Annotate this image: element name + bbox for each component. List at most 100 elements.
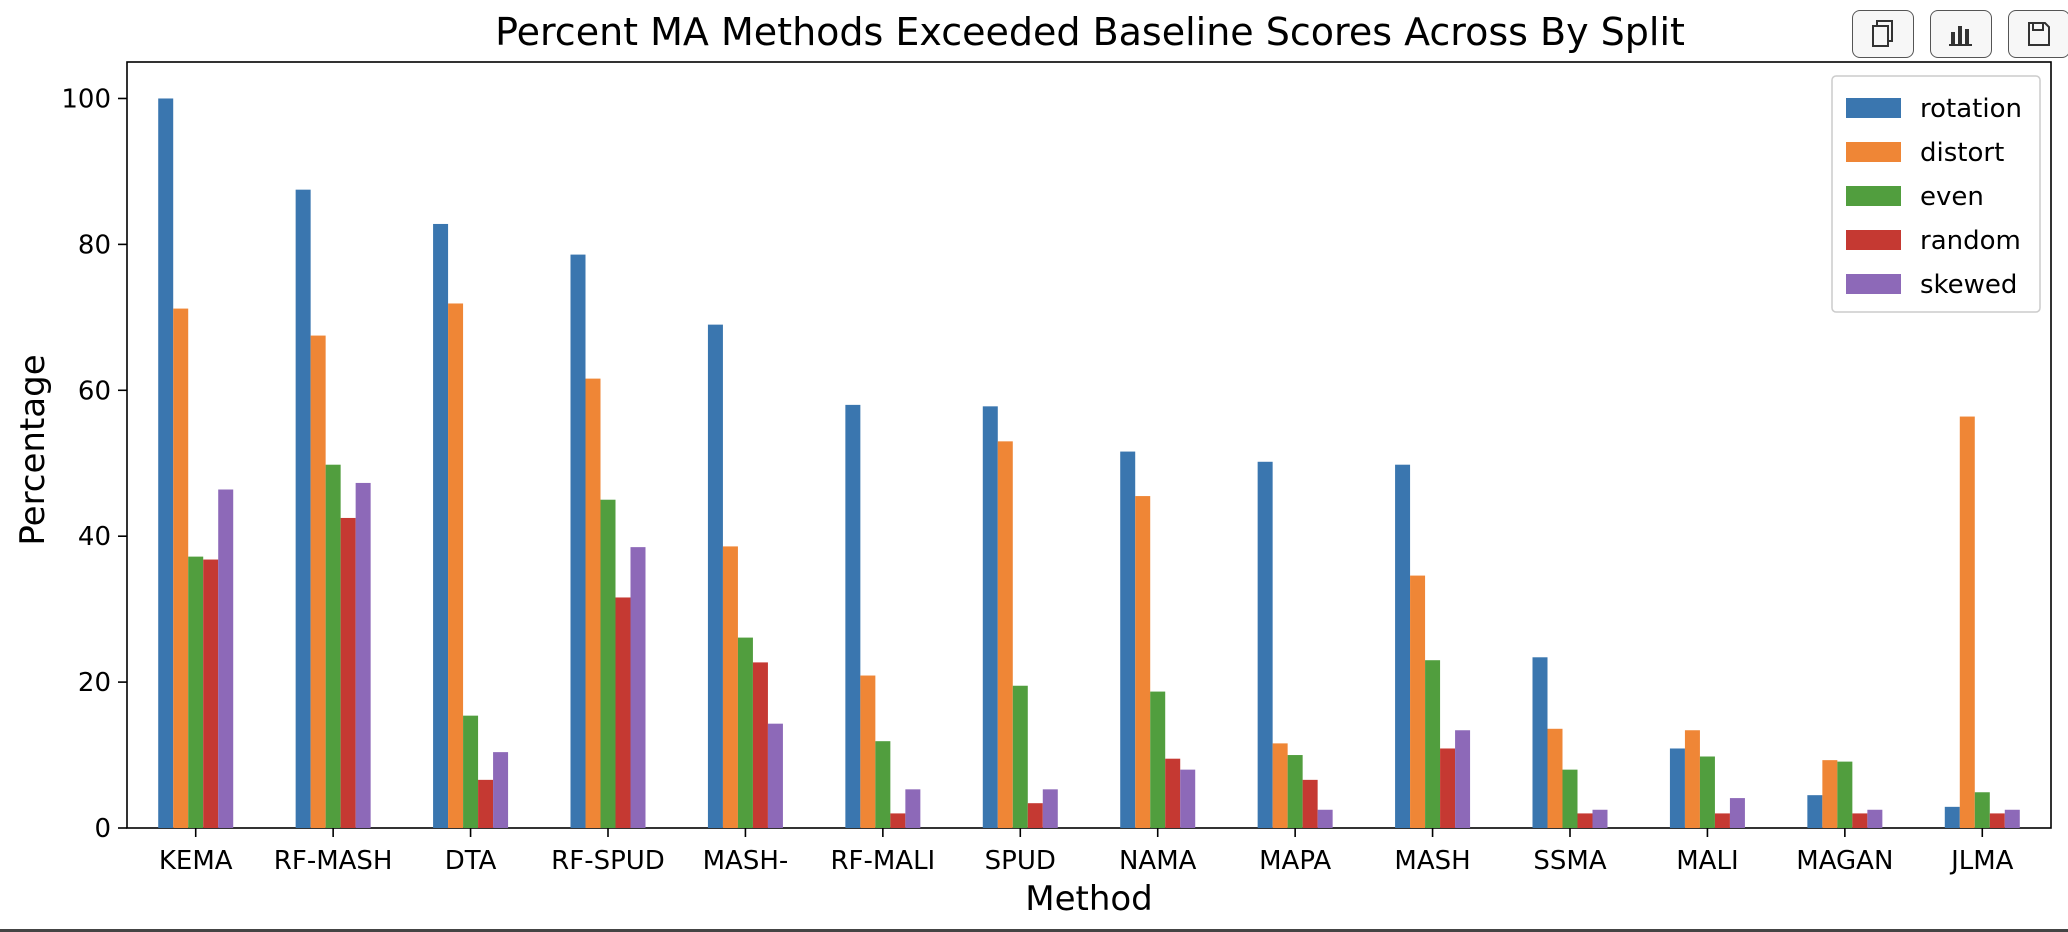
bar-random-JLMA <box>1989 813 2005 828</box>
bar-even-MALI <box>1699 756 1715 828</box>
bar-distort-SSMA <box>1547 728 1563 828</box>
bar-rotation-MASH- <box>707 324 723 828</box>
bar-random-RF-SPUD <box>615 597 631 828</box>
bar-even-MASH- <box>737 637 753 828</box>
y-axis-label: Percentage <box>13 354 53 545</box>
y-tick-label: 60 <box>78 376 111 406</box>
legend-label-random: random <box>1920 226 2021 256</box>
bar-distort-MAPA <box>1272 743 1288 828</box>
bar-distort-MASH <box>1410 575 1426 828</box>
x-axis-label: Method <box>1025 879 1153 919</box>
bar-random-KEMA <box>203 559 219 828</box>
bar-distort-RF-MALI <box>860 675 876 828</box>
x-tick-label: KEMA <box>159 846 233 876</box>
legend: rotation distort even random skewed <box>1831 75 2041 313</box>
bar-rotation-NAMA <box>1120 451 1136 828</box>
bar-chart-icon <box>1949 26 1972 46</box>
x-tick-label: RF-MALI <box>830 846 935 876</box>
bar-rotation-KEMA <box>158 98 174 828</box>
bar-even-RF-MASH <box>325 464 341 828</box>
copy-button[interactable] <box>1852 10 1914 58</box>
save-icon <box>2028 22 2050 46</box>
bar-skewed-JLMA <box>2004 809 2020 828</box>
y-tick-label: 40 <box>78 522 111 552</box>
y-tick-label: 20 <box>78 668 111 698</box>
bar-random-MAPA <box>1302 779 1318 828</box>
save-button[interactable] <box>2008 10 2068 58</box>
x-tick-label: RF-MASH <box>274 846 393 876</box>
x-tick-label: MAPA <box>1259 846 1331 876</box>
bar-skewed-NAMA <box>1180 769 1196 828</box>
bar-skewed-DTA <box>493 752 509 828</box>
y-tick-label: 0 <box>94 814 111 844</box>
bar-even-RF-SPUD <box>600 499 616 828</box>
plot-frame <box>126 61 2052 829</box>
bar-rotation-MAPA <box>1257 461 1273 828</box>
bar-distort-SPUD <box>997 441 1013 828</box>
bar-rotation-RF-MALI <box>845 404 861 828</box>
chart-button[interactable] <box>1930 10 1992 58</box>
bars-layer <box>158 98 2020 828</box>
bar-skewed-MALI <box>1729 798 1745 828</box>
copy-icon <box>1872 20 1893 47</box>
bar-distort-DTA <box>448 303 464 828</box>
x-tick-label: MAGAN <box>1796 846 1893 876</box>
bar-random-SPUD <box>1027 803 1043 828</box>
bar-even-NAMA <box>1150 691 1166 828</box>
bar-distort-MASH- <box>722 546 738 828</box>
bar-skewed-KEMA <box>218 489 234 828</box>
bar-distort-MALI <box>1684 730 1700 828</box>
bar-skewed-SSMA <box>1592 809 1608 828</box>
bar-random-MALI <box>1714 813 1730 828</box>
bar-even-MASH <box>1425 660 1441 828</box>
bar-random-MASH <box>1440 748 1456 828</box>
bar-skewed-MAPA <box>1317 809 1333 828</box>
bar-even-MAGAN <box>1837 761 1853 828</box>
bar-distort-KEMA <box>173 308 189 828</box>
bar-skewed-MASH- <box>767 723 783 828</box>
x-axis: KEMA RF-MASH DTA RF-SPUD MASH- RF-MALI SPUD NAM… <box>159 828 2014 876</box>
bar-random-RF-MALI <box>890 813 906 828</box>
bar-distort-RF-SPUD <box>585 378 601 828</box>
y-tick-label: 80 <box>78 230 111 260</box>
x-tick-label: MASH <box>1394 846 1470 876</box>
bar-skewed-RF-SPUD <box>630 547 646 828</box>
bar-even-RF-MALI <box>875 741 891 828</box>
x-tick-label: NAMA <box>1119 846 1197 876</box>
bar-rotation-SPUD <box>982 406 998 828</box>
legend-label-even: even <box>1920 182 1984 212</box>
y-tick-label: 100 <box>61 84 111 114</box>
x-tick-label: MASH- <box>703 846 789 876</box>
bar-rotation-MALI <box>1669 748 1685 828</box>
x-tick-label: RF-SPUD <box>551 846 665 876</box>
bar-distort-RF-MASH <box>310 335 326 828</box>
bar-skewed-SPUD <box>1042 789 1058 828</box>
y-axis: 0 20 40 60 80 100 <box>61 84 127 844</box>
bar-random-DTA <box>478 779 494 828</box>
legend-swatch-rotation <box>1846 98 1901 118</box>
bar-distort-MAGAN <box>1822 760 1838 828</box>
legend-box <box>1831 75 2041 313</box>
bar-skewed-RF-MASH <box>355 482 371 828</box>
chart-title: Percent MA Methods Exceeded Baseline Sco… <box>495 10 1685 54</box>
bar-even-DTA <box>463 715 479 828</box>
bar-random-RF-MASH <box>340 517 356 828</box>
bar-rotation-SSMA <box>1532 657 1548 828</box>
bar-skewed-MASH <box>1455 730 1471 828</box>
x-tick-label: SPUD <box>985 846 1056 876</box>
bar-even-MAPA <box>1287 755 1303 828</box>
bar-distort-JLMA <box>1959 416 1975 828</box>
legend-label-rotation: rotation <box>1920 94 2022 124</box>
bar-distort-NAMA <box>1135 496 1151 828</box>
legend-label-distort: distort <box>1920 138 2004 168</box>
bar-rotation-RF-SPUD <box>570 254 586 828</box>
bar-random-NAMA <box>1165 758 1181 828</box>
bar-rotation-RF-MASH <box>295 189 311 828</box>
bar-even-SPUD <box>1012 685 1028 828</box>
bar-even-SSMA <box>1562 769 1578 828</box>
bottom-border <box>0 929 2068 932</box>
bar-random-MASH- <box>752 662 768 828</box>
legend-swatch-random <box>1846 230 1901 250</box>
bar-rotation-MASH <box>1395 464 1411 828</box>
